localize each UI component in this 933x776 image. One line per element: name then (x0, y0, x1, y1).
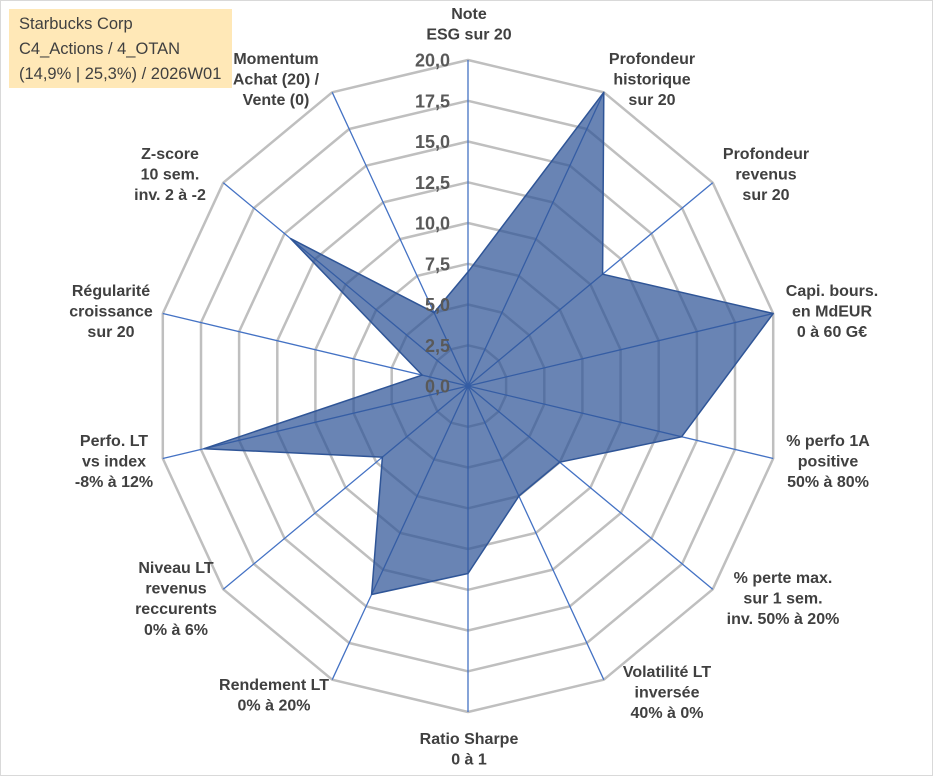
axis-label-line: croissance (69, 304, 153, 321)
axis-label: Rendement LT 0% à 20% (219, 677, 329, 715)
tick-label: 12,5 (415, 173, 450, 193)
axis-label: Niveau LT revenus reccurents 0% à 6% (135, 560, 217, 639)
axis-labels: Note ESG sur 20 Profondeur historique sur 20… (69, 6, 878, 769)
axis-label-line: Profondeur (723, 146, 809, 163)
tick-label: 10,0 (415, 214, 450, 234)
axis-label-line: -8% à 12% (75, 474, 153, 491)
axis-label-line: Z-score (141, 146, 199, 163)
axis-label: Perfo. LT vs index -8% à 12% (75, 433, 153, 491)
axis-label: Régularité croissance sur 20 (69, 283, 153, 341)
tick-label: 7,5 (425, 254, 450, 274)
axis-label-line: Capi. bours. (786, 283, 878, 300)
tick-label: 0,0 (425, 377, 450, 397)
axis-label: Volatilité LT inversée 40% à 0% (623, 664, 712, 722)
axis-label-line: 50% à 80% (787, 474, 869, 491)
axis-label-line: inversée (635, 685, 700, 702)
axis-label: Profondeur revenus sur 20 (723, 146, 809, 204)
axis-label-line: Momentum (233, 51, 318, 68)
tick-label: 2,5 (425, 336, 450, 356)
axis-label-line: Volatilité LT (623, 664, 712, 681)
axis-label-line: reccurents (135, 601, 217, 618)
axis-label-line: Perfo. LT (80, 433, 148, 450)
company-name: Starbucks Corp (19, 15, 133, 33)
axis-label-line: revenus (145, 581, 206, 598)
axis-label: Z-score 10 sem. inv. 2 à -2 (134, 146, 206, 204)
series-layer (203, 91, 774, 596)
axis-label: Profondeur historique sur 20 (609, 51, 695, 109)
axis-label-line: 0 à 60 G€ (797, 324, 867, 341)
tick-label: 20,0 (415, 51, 450, 71)
axis-label-line: inv. 50% à 20% (727, 611, 840, 628)
axis-label-line: 0% à 20% (238, 698, 311, 715)
score-summary: (14,9% | 25,3%) / 2026W01 (19, 65, 222, 83)
axis-label-line: historique (613, 72, 690, 89)
axis-label-line: ESG sur 20 (426, 27, 511, 44)
axis-label-line: Ratio Sharpe (420, 731, 519, 748)
axis-label-line: sur 1 sem. (743, 591, 822, 608)
axis-label-line: en MdEUR (792, 304, 872, 321)
axis-line (162, 312, 469, 387)
tick-label: 15,0 (415, 132, 450, 152)
axis-label-line: Rendement LT (219, 677, 329, 694)
tick-label: 5,0 (425, 295, 450, 315)
axis-label-line: 40% à 0% (631, 705, 704, 722)
axis-label-line: sur 20 (742, 187, 789, 204)
axis-label: % perfo 1A positive 50% à 80% (786, 433, 870, 491)
axis-label: % perte max. sur 1 sem. inv. 50% à 20% (727, 570, 840, 628)
axis-label-line: 0% à 6% (144, 622, 208, 639)
axis-label-line: revenus (735, 167, 796, 184)
tick-label: 17,5 (415, 91, 450, 111)
axis-label-line: vs index (82, 454, 146, 471)
axis-label-line: Vente (0) (243, 92, 310, 109)
series-area (203, 91, 774, 596)
axis-label-line: % perfo 1A (786, 433, 870, 450)
axis-label-line: 0 à 1 (451, 752, 487, 769)
axis-label: Note ESG sur 20 (426, 6, 511, 44)
axis-label-line: Régularité (72, 283, 150, 300)
axis-label: Capi. bours. en MdEUR 0 à 60 G€ (786, 283, 878, 341)
axis-label-line: Profondeur (609, 51, 695, 68)
axis-label-line: Niveau LT (138, 560, 214, 577)
axis-label: Momentum Achat (20) / Vente (0) (233, 51, 320, 109)
axis-label-line: positive (798, 454, 859, 471)
title-box: Starbucks Corp C4_Actions / 4_OTAN (14,9… (9, 9, 232, 88)
axis-label-line: inv. 2 à -2 (134, 187, 206, 204)
axis-label-line: Note (451, 6, 487, 23)
axis-label: Ratio Sharpe 0 à 1 (420, 731, 519, 769)
axis-label-line: Achat (20) / (233, 72, 320, 89)
axis-label-line: % perte max. (734, 570, 833, 587)
tick-labels: 0,0 2,5 5,0 7,5 10,0 12,5 15,0 17,5 20,0 (415, 51, 450, 397)
axis-label-line: sur 20 (87, 324, 134, 341)
axis-label-line: 10 sem. (141, 167, 200, 184)
portfolio-category: C4_Actions / 4_OTAN (19, 40, 181, 58)
axis-label-line: sur 20 (628, 92, 675, 109)
